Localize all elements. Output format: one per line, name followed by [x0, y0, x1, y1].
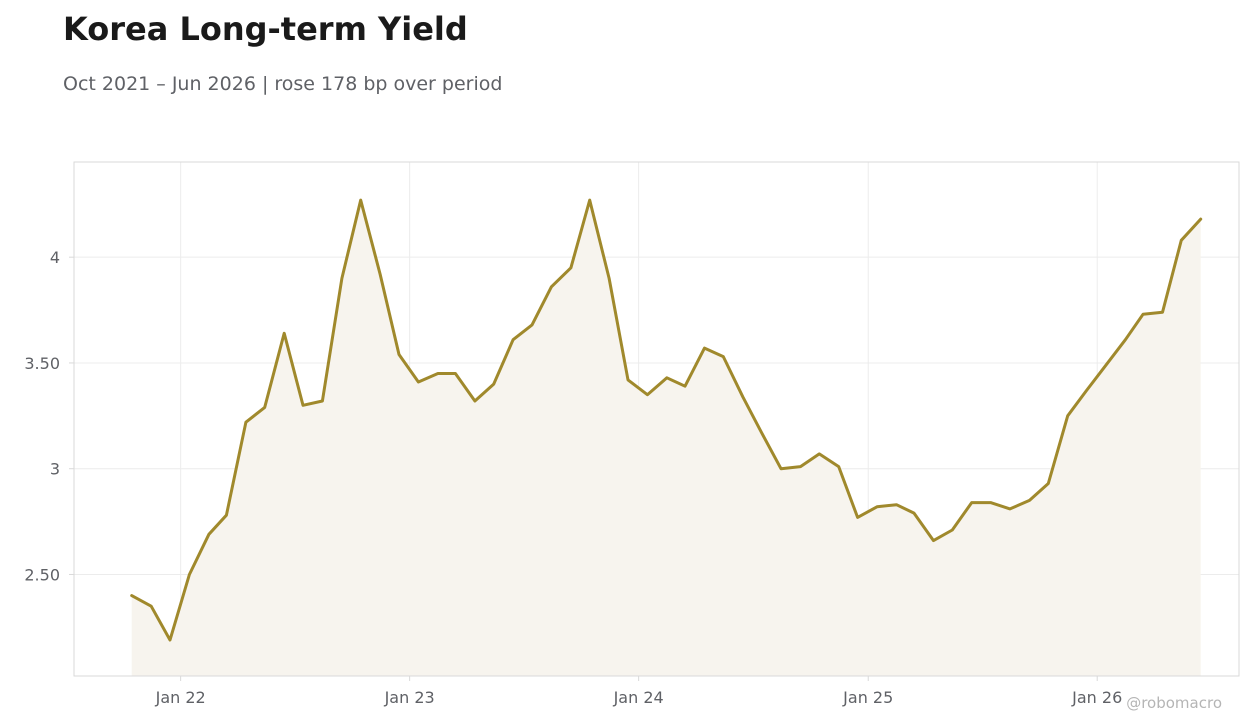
- data-point: [702, 345, 708, 351]
- data-point: [949, 527, 955, 533]
- data-point: [1198, 216, 1204, 222]
- data-point: [529, 322, 535, 328]
- data-point: [1160, 309, 1166, 315]
- y-tick-label: 4: [50, 248, 60, 267]
- data-point: [186, 572, 192, 578]
- data-point: [894, 502, 900, 508]
- data-point: [452, 371, 458, 377]
- data-point: [548, 284, 554, 290]
- data-point: [319, 398, 325, 404]
- data-point: [969, 500, 975, 506]
- data-point: [1007, 506, 1013, 512]
- data-point: [778, 466, 784, 472]
- x-tick-label: Jan 24: [613, 688, 664, 707]
- yield-line: [130, 198, 1203, 642]
- data-point: [377, 271, 383, 277]
- data-point: [1084, 387, 1090, 393]
- data-point: [1122, 337, 1128, 343]
- x-tick-label: Jan 22: [155, 688, 206, 707]
- data-point: [206, 531, 212, 537]
- data-point: [836, 464, 842, 470]
- data-point: [816, 451, 822, 457]
- chart-subtitle: Oct 2021 – Jun 2026 | rose 178 bp over p…: [63, 73, 503, 95]
- data-point: [491, 381, 497, 387]
- data-point: [1065, 413, 1071, 419]
- yield-area-fill: [131, 200, 1201, 676]
- data-point: [855, 514, 861, 520]
- x-tick-label: Jan 23: [384, 688, 435, 707]
- data-point: [625, 377, 631, 383]
- data-point: [415, 379, 421, 385]
- data-point: [396, 352, 402, 358]
- data-point: [759, 430, 765, 436]
- data-point: [281, 330, 287, 336]
- data-point: [664, 375, 670, 381]
- data-point: [911, 510, 917, 516]
- data-point: [606, 275, 612, 281]
- data-point: [472, 398, 478, 404]
- data-point: [167, 637, 173, 643]
- data-point: [148, 603, 154, 609]
- data-point: [1178, 237, 1184, 243]
- data-point: [720, 354, 726, 360]
- data-point: [435, 371, 441, 377]
- data-point: [510, 337, 516, 343]
- data-point: [740, 394, 746, 400]
- data-point: [243, 419, 249, 425]
- y-tick-label: 2.50: [24, 565, 60, 584]
- watermark: @robomacro: [1126, 694, 1222, 712]
- x-tick-label: Jan 26: [1071, 688, 1122, 707]
- data-point: [568, 265, 574, 271]
- data-point: [874, 504, 880, 510]
- data-point: [339, 275, 345, 281]
- axis-ticks: 2.50 3 3.50 4 Jan 22 Jan 23 Jan 24 Jan 25 Jan 26: [24, 248, 1122, 707]
- data-point: [1045, 481, 1051, 487]
- x-tick-label: Jan 25: [842, 688, 893, 707]
- plot-frame: [73, 161, 1240, 677]
- chart-title: Korea Long-term Yield: [63, 10, 468, 48]
- data-point: [798, 464, 804, 470]
- data-point: [1027, 497, 1033, 503]
- data-point: [644, 392, 650, 398]
- data-point: [223, 512, 229, 518]
- data-point: [358, 197, 364, 203]
- data-point: [931, 538, 937, 544]
- data-point: [587, 197, 593, 203]
- data-point: [988, 500, 994, 506]
- y-tick-label: 3.50: [24, 354, 60, 373]
- data-point: [1140, 311, 1146, 317]
- data-point: [129, 593, 135, 599]
- data-point: [1103, 362, 1109, 368]
- y-tick-label: 3: [50, 460, 60, 479]
- data-point: [682, 383, 688, 389]
- data-point: [300, 402, 306, 408]
- data-point: [262, 404, 268, 410]
